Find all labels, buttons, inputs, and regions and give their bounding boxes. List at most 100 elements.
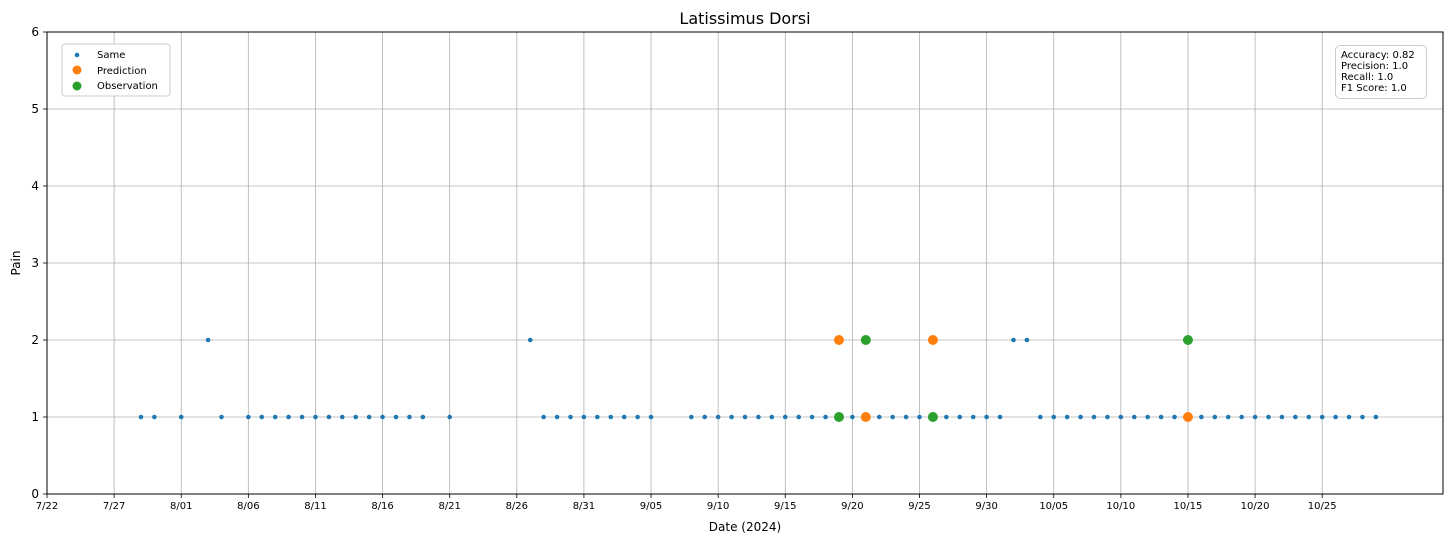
x-tick-label: 10/10: [1106, 501, 1135, 512]
same-point: [1266, 414, 1271, 420]
same-point: [903, 414, 909, 420]
legend-marker-observation: [72, 81, 82, 91]
same-point: [1319, 414, 1325, 420]
prediction-point: [927, 335, 938, 345]
same-point: [1333, 414, 1338, 420]
x-tick-label: 8/31: [573, 501, 595, 512]
same-point: [1078, 414, 1083, 420]
y-axis-label: Pain: [9, 251, 23, 276]
observation-point: [1182, 335, 1193, 345]
same-point: [541, 414, 546, 420]
prediction-point: [1182, 412, 1193, 422]
y-tick-label: 4: [31, 179, 39, 193]
legend-label-prediction: Prediction: [97, 66, 147, 77]
same-point: [890, 414, 895, 420]
same-point: [313, 414, 318, 420]
same-point: [1091, 414, 1097, 420]
x-tick-label: 8/06: [237, 501, 259, 512]
same-point: [393, 414, 399, 420]
x-tick-label: 10/15: [1174, 501, 1203, 512]
same-point: [1239, 414, 1244, 420]
x-tick-label: 8/26: [506, 501, 528, 512]
same-point: [299, 414, 305, 420]
same-point: [380, 414, 385, 420]
legend: Same Prediction Observation: [61, 43, 171, 97]
same-point: [152, 414, 157, 420]
same-point: [850, 414, 855, 420]
same-point: [581, 414, 587, 420]
same-point: [1118, 414, 1124, 420]
same-point: [340, 414, 345, 420]
same-point: [1373, 414, 1379, 420]
same-point: [796, 414, 801, 420]
x-tick-label: 8/11: [304, 501, 326, 512]
same-point: [219, 414, 224, 420]
y-tick-label: 6: [31, 25, 39, 39]
same-point: [246, 414, 251, 420]
x-tick-label: 10/05: [1039, 501, 1068, 512]
same-point: [809, 414, 815, 420]
x-tick-label: 8/21: [438, 501, 460, 512]
same-point: [205, 337, 211, 343]
same-point: [259, 414, 265, 420]
same-point: [1064, 414, 1070, 420]
same-point: [715, 414, 721, 420]
prediction-point: [860, 412, 871, 422]
same-point: [527, 337, 533, 343]
same-point: [1105, 414, 1110, 420]
same-point: [1279, 414, 1285, 420]
same-point: [554, 414, 560, 420]
x-axis-label: Date (2024): [709, 520, 781, 534]
same-point: [1038, 414, 1043, 420]
same-point: [876, 414, 882, 420]
same-point: [286, 414, 291, 420]
x-tick-label: 9/20: [841, 501, 863, 512]
y-tick-label: 3: [31, 256, 39, 270]
grid-layer: [46, 31, 1443, 495]
legend-label-observation: Observation: [97, 81, 158, 92]
y-tick-label: 1: [31, 410, 39, 424]
same-point: [326, 414, 332, 420]
same-point: [742, 414, 748, 420]
x-tick-label: 9/15: [774, 501, 796, 512]
legend-marker-prediction: [72, 65, 82, 75]
same-point: [997, 414, 1003, 420]
same-point: [689, 414, 694, 420]
same-point: [1172, 414, 1177, 420]
same-point: [1011, 337, 1016, 343]
x-tick-label: 10/20: [1241, 501, 1270, 512]
metric-precision: Precision: 1.0: [1341, 61, 1409, 72]
same-point: [447, 414, 452, 420]
same-point: [1051, 414, 1057, 420]
x-tick-label: 8/16: [371, 501, 393, 512]
same-point: [420, 414, 426, 420]
x-axis-ticks: 7/22 7/27 8/01 8/06 8/11 8/16 8/21 8/26 8/31 9/05…: [36, 494, 1337, 512]
metrics-box: Accuracy: 0.82 Precision: 1.0 Recall: 1.…: [1335, 45, 1427, 99]
observation-point: [927, 412, 938, 422]
x-tick-label: 7/27: [103, 501, 125, 512]
same-point: [608, 414, 614, 420]
metric-recall: Recall: 1.0: [1341, 72, 1394, 83]
same-point: [635, 414, 640, 420]
observation-point: [833, 412, 844, 422]
same-point: [138, 414, 144, 420]
plot-area-frame: [46, 31, 1444, 495]
same-point: [1252, 414, 1258, 420]
same-point: [1199, 414, 1204, 420]
chart-title: Latissimus Dorsi: [679, 9, 810, 28]
legend-label-same: Same: [97, 50, 125, 61]
same-point: [970, 414, 976, 420]
same-point: [917, 414, 922, 420]
same-point: [944, 414, 949, 420]
same-point: [1346, 414, 1352, 420]
x-tick-label: 8/01: [170, 501, 192, 512]
same-point: [702, 414, 708, 420]
same-point: [769, 414, 775, 420]
same-point: [1225, 414, 1231, 420]
same-point: [178, 414, 184, 420]
same-point: [1158, 414, 1164, 420]
legend-frame: [61, 43, 171, 97]
same-point: [568, 414, 573, 420]
same-point: [729, 414, 734, 420]
same-point: [984, 414, 989, 420]
